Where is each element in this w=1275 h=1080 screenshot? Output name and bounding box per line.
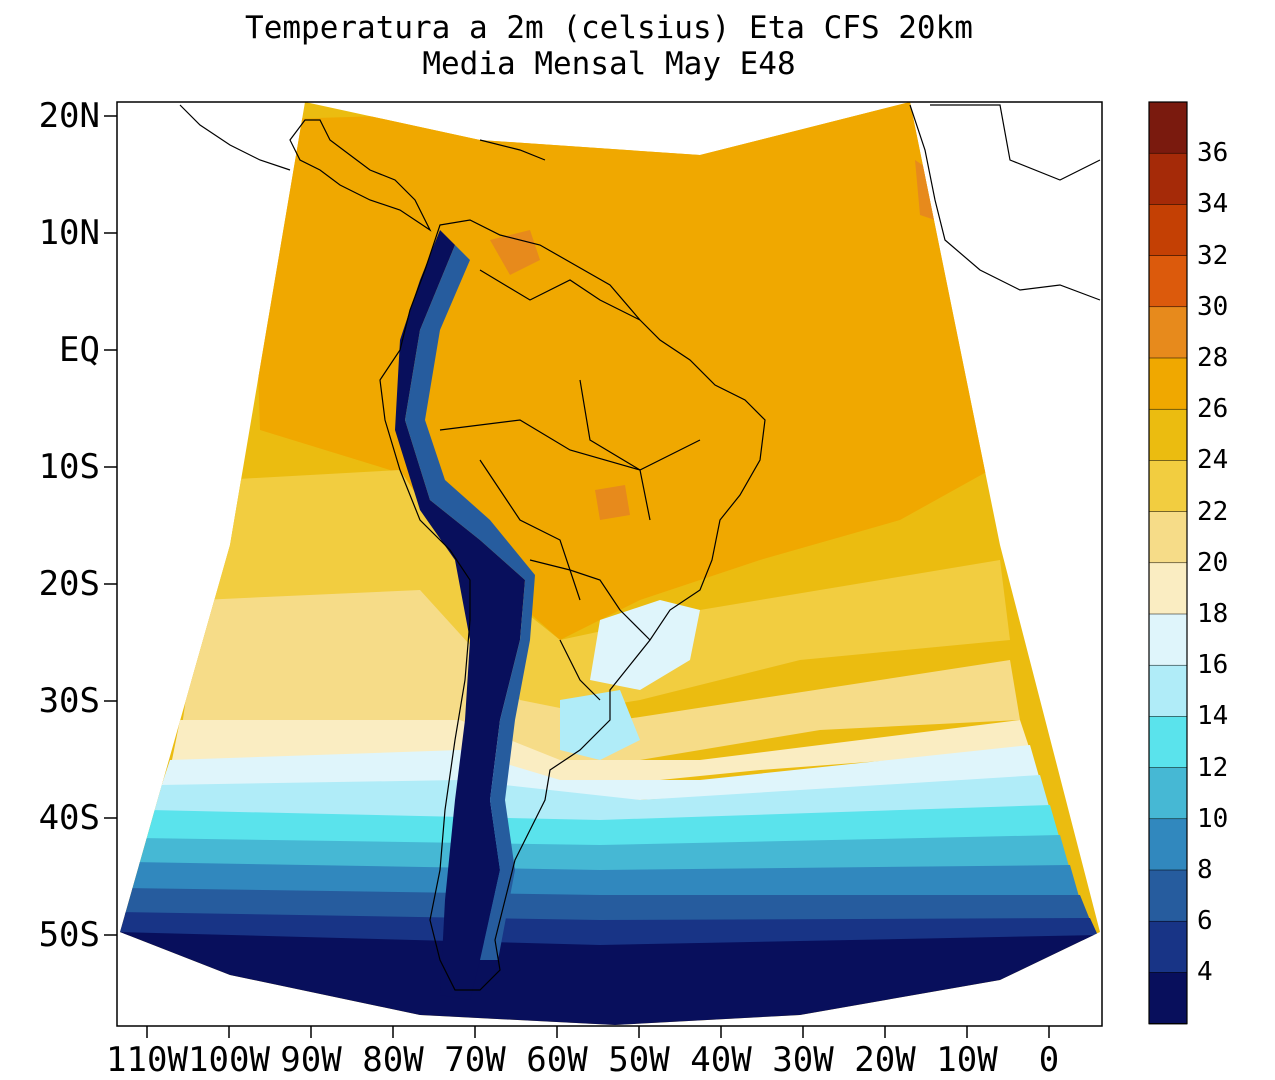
colorbar-label: 10 [1197, 803, 1229, 834]
colorbar-segment [1148, 767, 1188, 820]
lon-label-40w: 40W [690, 1040, 752, 1080]
lon-label-50w: 50W [608, 1040, 670, 1080]
colorbar-segment [1148, 613, 1188, 666]
colorbar-label: 14 [1197, 701, 1229, 732]
colorbar-segment [1148, 664, 1188, 718]
lon-label-70w: 70W [444, 1040, 506, 1080]
lat-label-30s: 30S [38, 681, 100, 721]
lon-label-60w: 60W [526, 1040, 588, 1080]
colorbar-label: 36 [1197, 138, 1229, 169]
lat-label-20s: 20S [38, 564, 100, 604]
temperature-field [120, 102, 1100, 1025]
lon-label-0: 0 [1038, 1040, 1060, 1080]
lat-label-40s: 40S [38, 798, 100, 838]
colorbar-segment [1148, 562, 1188, 615]
lon-ticks [146, 1026, 1050, 1038]
colorbar-label: 4 [1197, 957, 1213, 988]
colorbar-segment [1148, 511, 1188, 564]
colorbar-segment [1148, 716, 1188, 769]
lat-ticks [104, 115, 117, 936]
colorbar-segment [1148, 204, 1188, 257]
lat-label-10s: 10S [38, 447, 100, 487]
colorbar-label: 16 [1197, 650, 1229, 681]
plot-frame [116, 101, 1103, 1027]
colorbar-segment [1148, 101, 1188, 154]
lon-label-100w: 100W [188, 1040, 270, 1080]
colorbar-label: 6 [1197, 906, 1213, 937]
lat-label-eq: EQ [59, 330, 100, 370]
colorbar-label: 8 [1197, 855, 1213, 885]
colorbar-label: 30 [1197, 291, 1229, 322]
colorbar-label: 26 [1197, 394, 1229, 425]
lon-label-10w: 10W [936, 1040, 998, 1080]
colorbar-segment [1148, 152, 1188, 206]
colorbar-label: 20 [1197, 547, 1229, 578]
lat-label-10n: 10N [38, 213, 100, 253]
colorbar-segment [1148, 920, 1188, 974]
colorbar-segment [1148, 972, 1188, 1025]
lon-label-80w: 80W [362, 1040, 424, 1080]
colorbar-segment [1148, 255, 1188, 308]
colorbar-segment [1148, 357, 1188, 410]
coastlines [179, 104, 1101, 991]
lon-label-20w: 20W [854, 1040, 916, 1080]
colorbar-label: 18 [1197, 599, 1229, 629]
colorbar-label: 28 [1197, 343, 1229, 373]
colorbar-segment [1148, 818, 1188, 871]
lon-label-110w: 110W [106, 1040, 188, 1080]
colorbar-label: 34 [1197, 189, 1229, 220]
colorbar-frame [1148, 101, 1188, 1025]
colorbar-segment [1148, 306, 1188, 359]
colorbar [1148, 101, 1188, 1025]
lon-label-90w: 90W [280, 1040, 342, 1080]
chart-title: Temperatura a 2m (celsius) Eta CFS 20km [245, 10, 973, 46]
colorbar-label: 32 [1197, 240, 1229, 271]
colorbar-segment [1148, 460, 1188, 513]
lat-label-20n: 20N [38, 96, 100, 136]
colorbar-label: 12 [1197, 752, 1229, 783]
lon-label-30w: 30W [772, 1040, 834, 1080]
colorbar-segment [1148, 869, 1188, 922]
colorbar-segment [1148, 408, 1188, 462]
chart-subtitle: Media Mensal May E48 [422, 46, 796, 82]
colorbar-label: 22 [1197, 496, 1229, 527]
lat-label-50s: 50S [38, 915, 100, 955]
colorbar-label: 24 [1197, 445, 1229, 476]
